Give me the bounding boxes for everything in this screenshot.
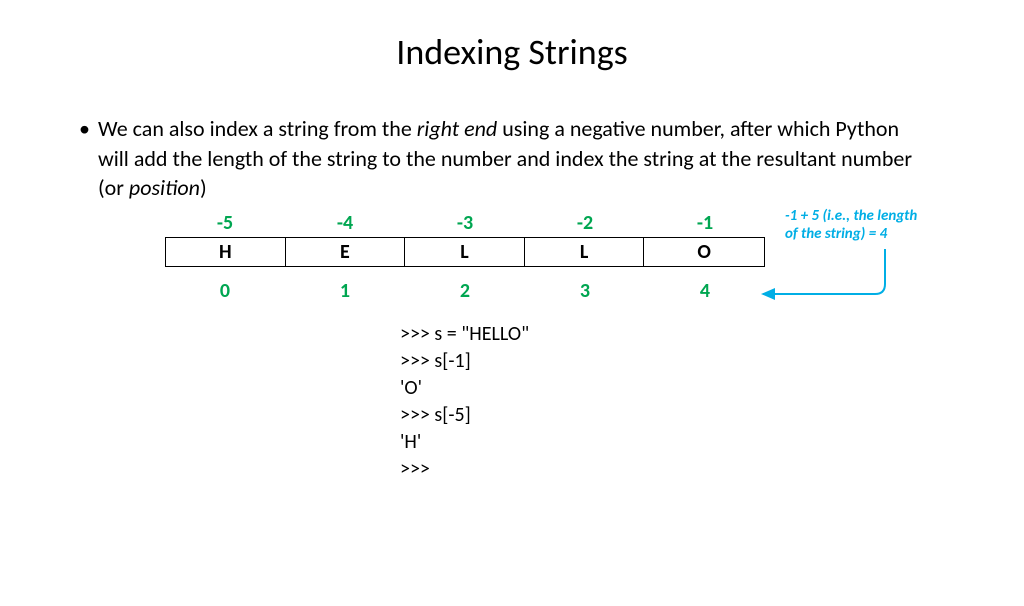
code-example: >>> s = "HELLO" >>> s[-1] 'O' >>> s[-5] …	[400, 321, 1024, 483]
annotation-line1: -1 + 5 (i.e., the length	[785, 207, 917, 225]
char-cell: L	[525, 238, 645, 266]
char-cell: L	[405, 238, 525, 266]
pos-index: 2	[405, 279, 525, 303]
neg-index: -1	[645, 211, 765, 235]
bullet-dot: •	[79, 114, 90, 203]
bullet-em2: position	[129, 174, 200, 201]
bullet-post: )	[200, 174, 207, 201]
code-line: >>> s = "HELLO"	[400, 321, 1024, 348]
neg-index: -2	[525, 211, 645, 235]
annotation-text: -1 + 5 (i.e., the length of the string) …	[785, 207, 975, 243]
code-line: >>> s[-1]	[400, 348, 1024, 375]
bullet-paragraph: • We can also index a string from the ri…	[95, 114, 929, 203]
char-cell: H	[166, 238, 286, 266]
page-title: Indexing Strings	[0, 30, 1024, 74]
char-cell: O	[644, 238, 764, 266]
char-cell: E	[286, 238, 406, 266]
neg-index: -3	[405, 211, 525, 235]
code-line: >>>	[400, 456, 1024, 483]
pos-index: 1	[285, 279, 405, 303]
neg-index: -4	[285, 211, 405, 235]
positive-index-row: 0 1 2 3 4	[165, 273, 865, 303]
negative-index-row: -5 -4 -3 -2 -1	[165, 211, 865, 235]
neg-index: -5	[165, 211, 285, 235]
bullet-pre: We can also index a string from the	[98, 115, 417, 142]
code-line: >>> s[-5]	[400, 402, 1024, 429]
bullet-text: We can also index a string from the righ…	[98, 114, 929, 203]
annotation-line2: of the string) = 4	[785, 225, 887, 243]
pos-index: 4	[645, 279, 765, 303]
string-index-diagram: -5 -4 -3 -2 -1 H E L L O 0 1 2 3 4 -1 + …	[165, 211, 865, 303]
char-table: H E L L O	[165, 237, 765, 267]
code-line: 'H'	[400, 429, 1024, 456]
code-line: 'O'	[400, 375, 1024, 402]
pos-index: 3	[525, 279, 645, 303]
pos-index: 0	[165, 279, 285, 303]
bullet-em1: right end	[417, 115, 497, 142]
